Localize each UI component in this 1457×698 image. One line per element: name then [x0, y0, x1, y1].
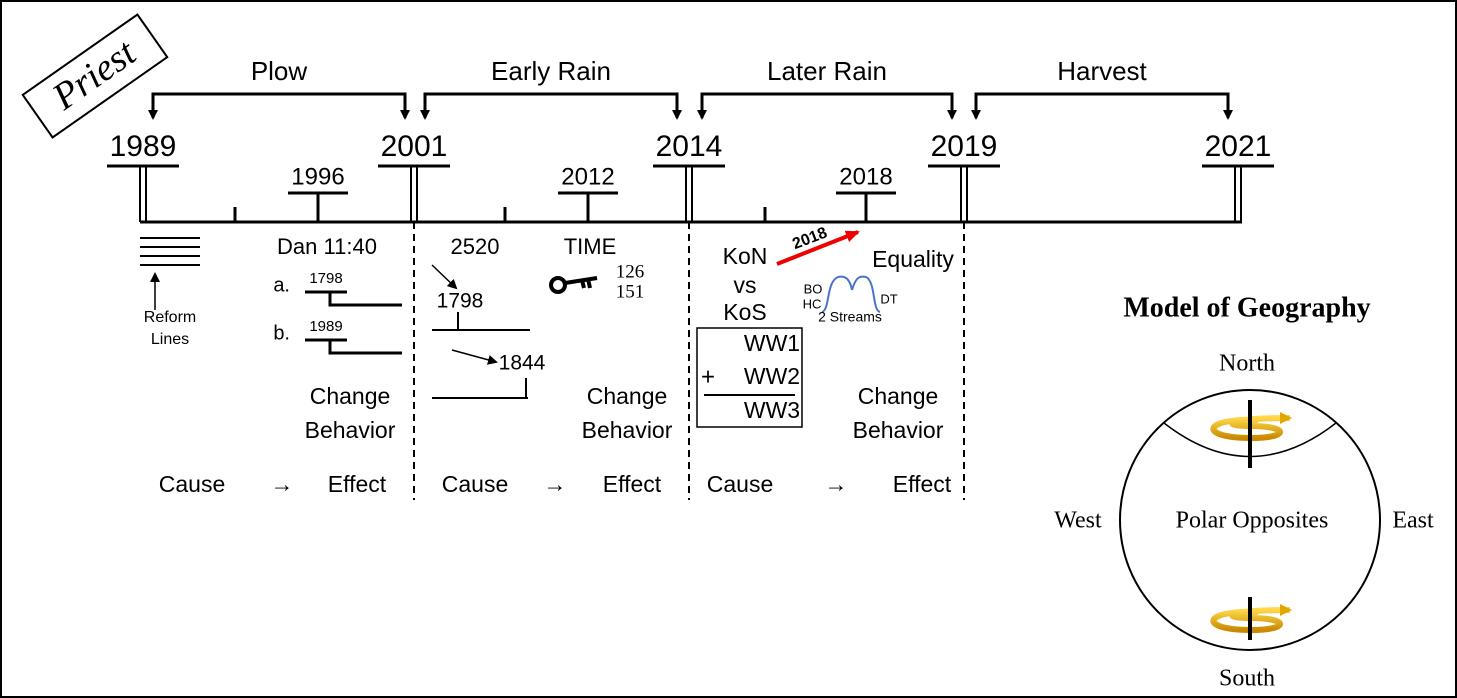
label: Effect: [328, 471, 387, 497]
year-label: 2019: [931, 130, 998, 163]
period-label: Later Rain: [767, 56, 887, 86]
period-label: Harvest: [1057, 56, 1147, 86]
label: Behavior: [853, 417, 944, 443]
label: Change: [587, 383, 668, 409]
period-label: Plow: [251, 56, 308, 86]
war-box: [696, 327, 803, 428]
minor-year-label: 1996: [291, 163, 344, 190]
label: WW3: [744, 397, 800, 423]
label: →: [271, 471, 294, 497]
label: +: [701, 363, 715, 390]
label: North: [1219, 351, 1275, 377]
label: 2 Streams: [818, 309, 882, 325]
key-icon: [564, 276, 598, 289]
label: Reform: [144, 309, 196, 326]
stream-curve: [821, 275, 853, 313]
label: Dan 11:40: [277, 234, 377, 259]
label: KoS: [723, 299, 766, 325]
label: WW2: [744, 363, 800, 389]
period-label: Early Rain: [491, 56, 611, 86]
label: 1989: [309, 318, 342, 335]
spiral: [1210, 604, 1292, 634]
label: Cause: [442, 471, 508, 497]
label: Behavior: [305, 417, 396, 443]
label: →: [825, 471, 848, 497]
globe: [1119, 389, 1381, 651]
year-label: 2014: [656, 130, 723, 163]
label: DT: [880, 291, 897, 306]
stamp: Priest: [21, 13, 169, 139]
label: Change: [858, 383, 939, 409]
label: HC: [803, 296, 822, 311]
year-label: 2021: [1205, 130, 1272, 163]
year-label: 2001: [381, 130, 448, 163]
label: Cause: [707, 471, 773, 497]
key-icon: [549, 276, 567, 294]
bracket: [328, 292, 402, 307]
year-label: 1989: [110, 130, 177, 163]
label: Model of Geography: [1123, 292, 1370, 323]
label: Polar Opposites: [1176, 508, 1329, 534]
red-arrow: [776, 230, 860, 266]
period-bracket: [974, 92, 1233, 120]
timeline: [107, 92, 1381, 651]
label: Change: [310, 383, 391, 409]
spiral: [1210, 412, 1292, 442]
label: BO: [804, 281, 823, 296]
label: Cause: [159, 471, 225, 497]
stream-curve: [851, 275, 881, 313]
label: vs: [734, 272, 757, 298]
label: South: [1219, 666, 1275, 692]
minor-year-label: 2012: [561, 163, 614, 190]
pointer: [451, 349, 498, 365]
label: 2018: [790, 224, 829, 253]
period-bracket: [423, 92, 682, 120]
label: →: [544, 471, 567, 497]
label: 1844: [499, 352, 546, 375]
period-bracket: [151, 92, 410, 120]
label: East: [1392, 508, 1434, 534]
label: KoN: [723, 243, 768, 269]
label: Lines: [151, 331, 189, 348]
label: b.: [273, 322, 290, 344]
label: West: [1054, 508, 1102, 534]
label: Behavior: [582, 417, 673, 443]
bracket: [328, 340, 402, 355]
label: a.: [273, 274, 290, 296]
label: 2520: [451, 234, 500, 259]
label: TIME: [564, 234, 617, 259]
pointer: [431, 264, 458, 290]
label: 126: [616, 261, 645, 282]
label: Effect: [893, 471, 952, 497]
label: 1798: [309, 270, 342, 287]
label: WW1: [744, 330, 800, 356]
labels: 1989 2001 2014 2019 2021 1996 2012 2018 Plow Earl…: [110, 56, 1434, 692]
minor-year-label: 2018: [839, 163, 892, 190]
label: Effect: [603, 471, 662, 497]
label: 1798: [437, 290, 484, 313]
period-bracket: [700, 92, 957, 120]
label: 151: [616, 281, 645, 302]
label: Equality: [872, 246, 954, 272]
